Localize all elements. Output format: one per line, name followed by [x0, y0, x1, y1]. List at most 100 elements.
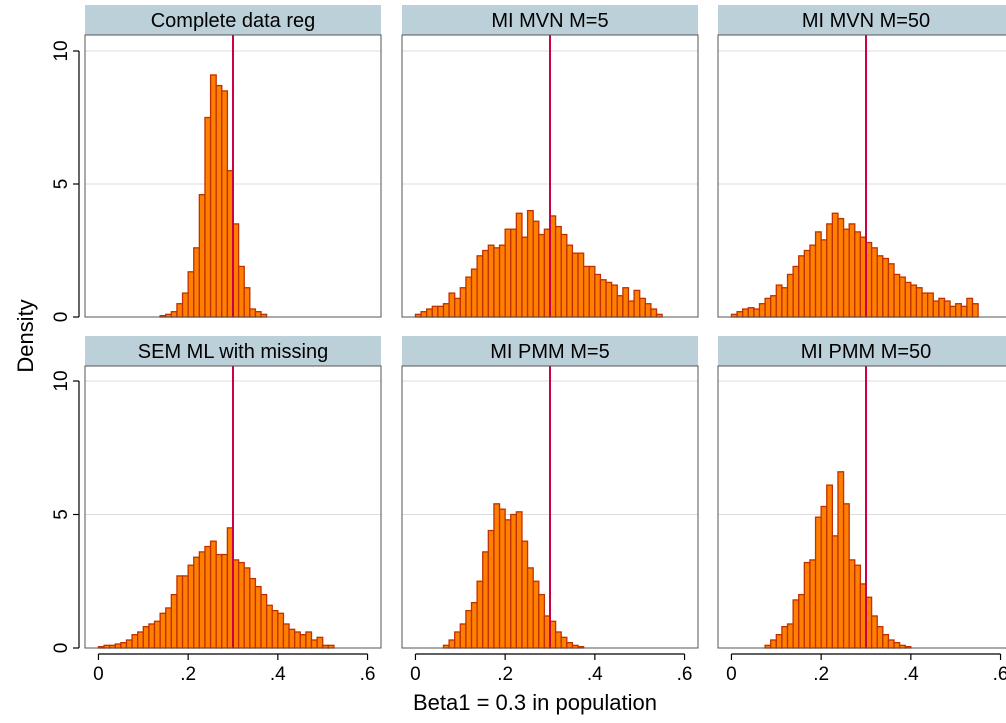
histogram-bar [420, 311, 428, 318]
histogram-bar [265, 604, 273, 649]
histogram-bar [820, 239, 828, 318]
histogram-bar [854, 564, 862, 649]
panels-layer: Complete data reg 0 5 10 MI MVN M=5 MI MVN M=… [51, 5, 1006, 685]
histogram-bar [786, 623, 794, 649]
histogram-bar [476, 580, 484, 649]
y-tick-label: 10 [51, 40, 72, 61]
histogram-bar [870, 247, 878, 318]
histogram-bar [131, 634, 139, 649]
histogram-bar [254, 311, 262, 318]
x-tick-label: 0 [410, 664, 421, 685]
histogram-bar [882, 634, 890, 649]
histogram-bar [753, 308, 761, 318]
histogram-bar [927, 292, 934, 318]
histogram-bar [243, 287, 251, 318]
histogram-bar [971, 303, 979, 318]
histogram-bar [487, 529, 495, 649]
histogram-bar [204, 545, 212, 649]
histogram-bar [650, 308, 658, 318]
panel-title: Complete data reg [151, 10, 316, 32]
histogram-bar [554, 225, 562, 318]
histogram-bar [938, 297, 946, 318]
histogram-bar [198, 551, 206, 649]
plot-frame [717, 365, 1006, 649]
histogram-bar [842, 228, 850, 318]
histogram-bar [482, 249, 489, 318]
panel-1: Complete data reg 0 5 10 [51, 5, 382, 322]
histogram-bar [215, 84, 223, 318]
histogram-bar [599, 279, 607, 318]
histogram-bar [781, 287, 789, 318]
histogram-bar [887, 263, 895, 318]
plot-frame [401, 34, 699, 318]
histogram-bar [966, 297, 974, 318]
histogram-bar [181, 575, 189, 649]
histogram-bar [594, 273, 602, 318]
histogram-bar [747, 307, 755, 318]
histogram-bar [271, 609, 279, 649]
y-tick-label: 5 [51, 179, 72, 190]
x-tick-label: .6 [360, 664, 376, 685]
histogram-bar [493, 503, 501, 649]
histogram-bar [316, 636, 324, 649]
histogram-bar [792, 599, 800, 649]
histogram-bar [437, 305, 445, 318]
plot-frame [84, 365, 382, 649]
histogram-bar [459, 287, 467, 318]
panel-title: MI PMM M=5 [490, 341, 609, 363]
histogram-bar [504, 519, 512, 649]
histogram-bar [459, 623, 467, 649]
histogram-bar [454, 297, 461, 318]
x-tick-label: .2 [180, 664, 196, 685]
histogram-bar [510, 228, 518, 318]
histogram-bar [288, 628, 296, 649]
histogram-bar [277, 612, 285, 649]
panel-strip [85, 5, 381, 35]
histogram-bar [577, 252, 585, 318]
histogram-bar [915, 287, 923, 318]
histogram-bar [137, 631, 144, 649]
x-tick-label: .4 [903, 664, 919, 685]
histogram-bar [532, 580, 540, 649]
histogram-bar [622, 287, 630, 318]
histogram-bar [153, 620, 161, 649]
histogram-bar [633, 289, 641, 318]
histogram-bar [831, 535, 839, 649]
histogram-bar [582, 265, 590, 318]
histogram-bar [426, 308, 433, 318]
histogram-bar [260, 593, 268, 649]
histogram-bar [148, 623, 156, 649]
histogram-bar [504, 228, 512, 318]
histogram-bar [125, 639, 133, 649]
histogram-bar [187, 271, 195, 318]
x-axis-title: Beta1 = 0.3 in population [413, 690, 657, 715]
histogram-bar [870, 615, 878, 649]
histogram-bar [448, 292, 456, 318]
y-tick-label: 10 [51, 370, 72, 391]
histogram-bar [187, 564, 195, 649]
histogram-bar [910, 284, 918, 318]
histogram-bar [803, 249, 811, 318]
histogram-bar [943, 300, 951, 318]
histogram-bar [176, 303, 184, 318]
histogram-bar [237, 561, 245, 649]
histogram-bar [294, 631, 301, 649]
histogram-bar [221, 553, 229, 649]
histogram-bar [566, 642, 574, 649]
histogram-bar [465, 609, 473, 649]
histogram-bar [538, 593, 546, 649]
histogram-bar [498, 508, 506, 649]
x-tick-label: .6 [677, 664, 693, 685]
x-tick-label: .4 [587, 664, 603, 685]
histogram-bar [893, 642, 901, 649]
histogram-bar [560, 233, 568, 318]
histogram-bar [538, 233, 546, 318]
panel-title: SEM ML with missing [138, 341, 328, 363]
x-tick-label: .2 [497, 664, 513, 685]
histogram-bar [209, 74, 217, 318]
histogram-bar [482, 551, 489, 649]
histogram-bar [814, 231, 822, 318]
histogram-bar [831, 212, 839, 318]
histogram-bar [176, 575, 184, 649]
histogram-bar [820, 505, 828, 649]
